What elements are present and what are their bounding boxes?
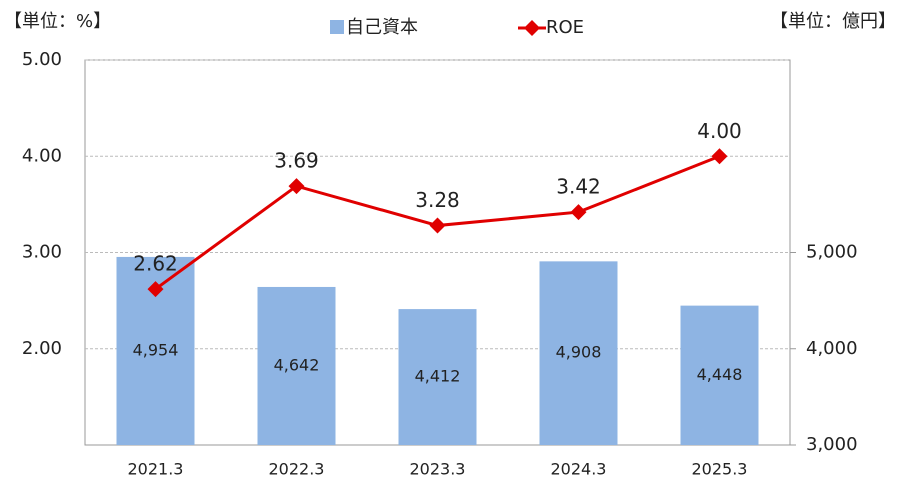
y-tick-label: 3.00 <box>22 242 62 263</box>
legend-swatch <box>330 20 344 34</box>
legend-label: 自己資本 <box>346 17 418 38</box>
bar <box>398 309 477 445</box>
bar-label: 4,642 <box>274 355 320 374</box>
bar <box>257 286 336 445</box>
bar-label: 4,412 <box>415 367 461 386</box>
x-tick-label: 2024.3 <box>551 460 607 479</box>
bar <box>680 305 759 445</box>
y-tick-label: 2.00 <box>22 338 62 359</box>
line-label: 3.42 <box>556 175 601 199</box>
y-tick-label: 4.00 <box>22 145 62 166</box>
bar-label: 4,954 <box>133 340 179 359</box>
line-label: 3.69 <box>274 149 319 173</box>
line-label: 3.28 <box>415 188 460 212</box>
x-tick-label: 2021.3 <box>128 460 184 479</box>
line-label: 2.62 <box>133 252 178 276</box>
y2-tick-label: 4,000 <box>806 338 858 359</box>
y-tick-label: 5.00 <box>22 49 62 70</box>
legend-swatch <box>524 20 540 36</box>
unit-right: 【単位：億円】 <box>770 11 896 32</box>
line-label: 4.00 <box>697 119 742 143</box>
unit-left: 【単位：%】 <box>4 11 111 32</box>
y2-tick-label: 5,000 <box>806 242 858 263</box>
roe-marker <box>711 148 728 165</box>
roe-marker <box>570 204 587 221</box>
roe-marker <box>429 217 446 234</box>
x-tick-label: 2022.3 <box>269 460 325 479</box>
roe-marker <box>288 178 305 195</box>
y2-tick-label: 3,000 <box>806 434 858 455</box>
x-tick-label: 2023.3 <box>410 460 466 479</box>
bar-label: 4,448 <box>697 365 743 384</box>
x-tick-label: 2025.3 <box>692 460 748 479</box>
bar <box>539 261 618 445</box>
bar-label: 4,908 <box>556 343 602 362</box>
legend-label: ROE <box>546 17 584 38</box>
roe-marker <box>147 281 164 298</box>
